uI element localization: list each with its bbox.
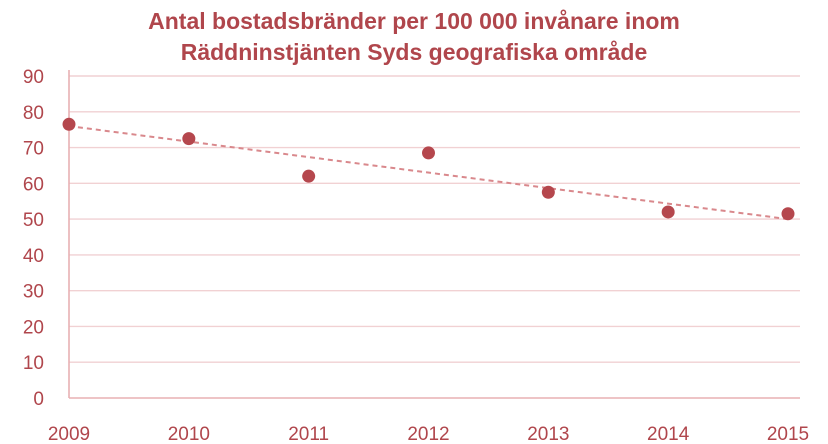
- linear-trendline: [68, 125, 789, 221]
- y-tick-label: 0: [33, 389, 44, 410]
- x-tick-label: 2010: [168, 424, 210, 444]
- y-tick-label: 40: [23, 246, 44, 267]
- x-tick-label: 2014: [647, 424, 690, 444]
- x-tick-label: 2009: [48, 424, 90, 444]
- trendline-layer: [68, 125, 789, 221]
- data-point-2010: [182, 132, 196, 146]
- y-tick-label: 50: [23, 210, 44, 231]
- x-tick-label: 2011: [288, 424, 329, 444]
- y-tick-label: 20: [23, 317, 44, 338]
- y-axis-tick-labels: 0 10 20 30 40 50 60 70 80 90: [23, 67, 44, 410]
- x-axis-tick-labels: 2009 2010 2011 2012 2013 2014 2015: [48, 424, 809, 444]
- y-tick-label: 90: [23, 67, 44, 88]
- x-tick-label: 2015: [767, 424, 809, 444]
- x-tick-label: 2012: [407, 424, 449, 444]
- y-tick-label: 80: [23, 103, 44, 124]
- chart-title-line-1: Antal bostadsbränder per 100 000 invånar…: [148, 8, 680, 34]
- data-point-2009: [62, 117, 76, 131]
- y-tick-label: 10: [23, 353, 44, 374]
- data-point-2013: [541, 185, 555, 199]
- y-tick-label: 30: [23, 282, 44, 303]
- data-point-2012: [422, 146, 435, 160]
- gridlines: [69, 75, 800, 363]
- data-point-2015: [781, 207, 795, 221]
- y-tick-label: 70: [23, 139, 44, 160]
- y-tick-label: 60: [23, 174, 44, 195]
- chart-title: Antal bostadsbränder per 100 000 invånar…: [0, 6, 828, 68]
- data-point-2011: [302, 169, 316, 183]
- axes: [68, 70, 800, 399]
- chart-title-line-2: Räddninstjänten Syds geografiska område: [180, 39, 648, 65]
- data-point-2014: [661, 205, 675, 219]
- x-tick-label: 2013: [527, 424, 569, 444]
- data-points: [62, 117, 795, 221]
